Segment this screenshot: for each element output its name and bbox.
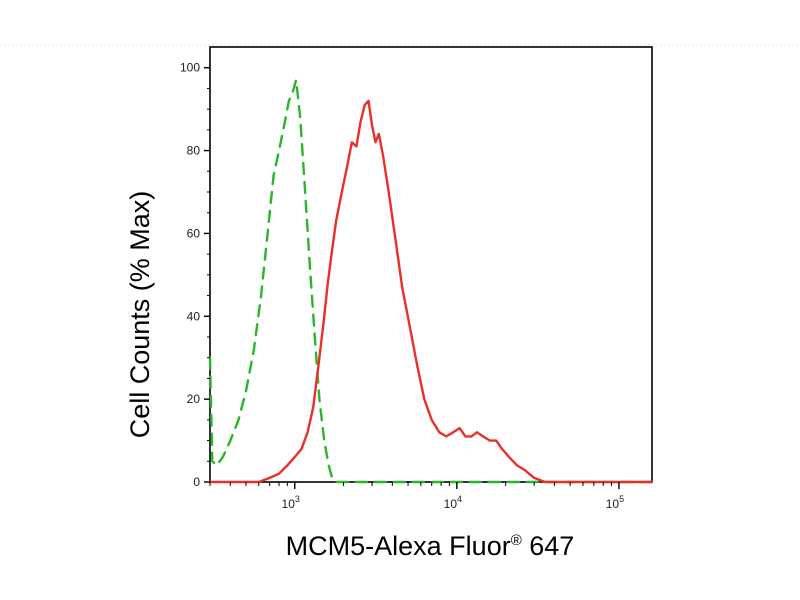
y-tick-label: 100 — [180, 61, 200, 75]
x-tick-exponent: 4 — [457, 494, 462, 504]
x-tick-base: 10 — [606, 497, 620, 511]
y-tick-label: 60 — [187, 226, 201, 240]
x-tick-label: 104 — [444, 494, 462, 511]
series-line-control-dashed — [208, 78, 654, 484]
x-tick-exponent: 5 — [619, 494, 624, 504]
y-tick-label: 80 — [187, 144, 201, 158]
y-axis-title: Cell Counts (% Max) — [125, 191, 155, 439]
x-axis-title-suffix: 647 — [522, 531, 575, 561]
x-tick-label: 105 — [606, 494, 624, 511]
series-line-sample-solid — [208, 99, 654, 484]
x-axis-title-main: MCM5-Alexa Fluor — [286, 531, 511, 561]
series-layer — [208, 78, 654, 484]
y-tick-label: 0 — [193, 475, 200, 489]
x-axis-title: MCM5-Alexa Fluor® 647 — [286, 531, 575, 561]
x-axis-title-mark: ® — [511, 532, 522, 549]
x-tick-label: 103 — [282, 494, 300, 511]
y-tick-label: 20 — [187, 392, 201, 406]
x-tick-exponent: 3 — [295, 494, 300, 504]
axes-layer — [204, 67, 620, 489]
x-tick-base: 10 — [444, 497, 458, 511]
y-tick-label: 40 — [187, 309, 201, 323]
x-tick-base: 10 — [282, 497, 296, 511]
